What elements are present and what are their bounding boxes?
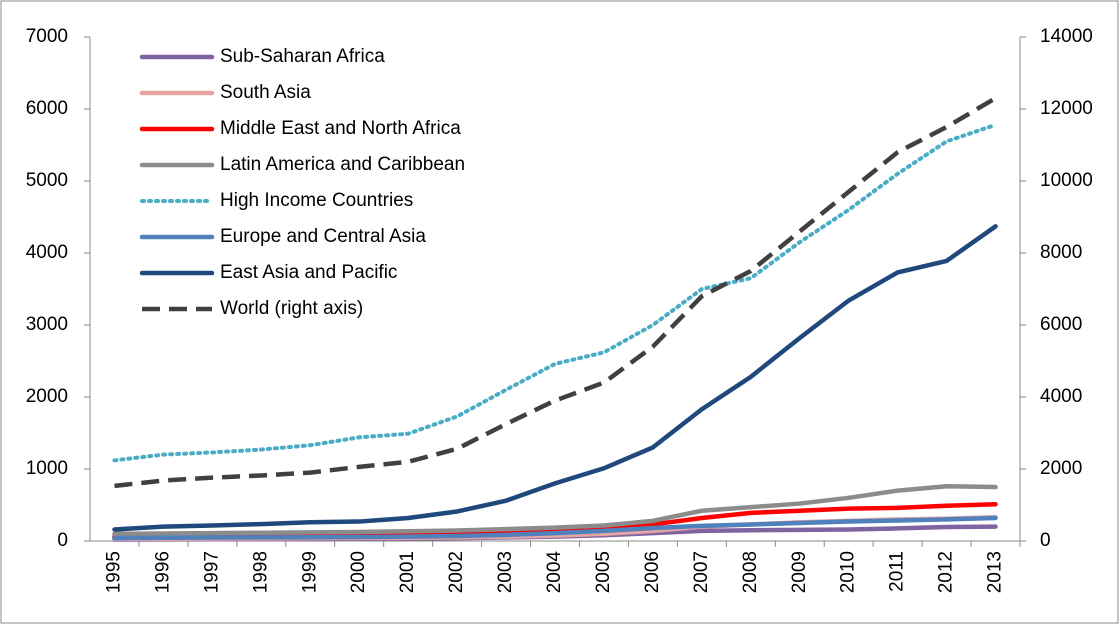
legend-label: Sub-Saharan Africa: [220, 46, 385, 67]
y2-tick-label: 0: [1040, 530, 1051, 551]
legend-label: Middle East and North Africa: [220, 118, 461, 139]
x-tick-label: 2011: [887, 551, 908, 592]
legend-label: High Income Countries: [220, 190, 413, 211]
series-line: [112, 484, 998, 537]
y2-tick-label: 8000: [1040, 242, 1082, 263]
y-tick-label: 7000: [26, 26, 68, 47]
y2-tick-label: 4000: [1040, 386, 1082, 407]
legend-label: Europe and Central Asia: [220, 226, 426, 247]
x-tick-label: 2007: [691, 551, 712, 593]
x-tick-label: 2013: [985, 551, 1006, 593]
y-tick-label: 3000: [26, 314, 68, 335]
x-tick-label: 1995: [103, 551, 124, 593]
x-tick-label: 1997: [201, 551, 222, 593]
y2-tick-label: 14000: [1040, 26, 1093, 47]
x-tick-label: 1996: [152, 551, 173, 593]
legend-label: World (right axis): [220, 298, 363, 319]
y-tick-label: 4000: [26, 242, 68, 263]
x-tick-label: 2002: [446, 551, 467, 593]
y-tick-label: 6000: [26, 98, 68, 119]
x-tick-label: 2001: [397, 551, 418, 593]
x-tick-label: 2009: [789, 551, 810, 593]
x-tick-label: 1998: [250, 551, 271, 593]
y-tick-label: 5000: [26, 170, 68, 191]
y2-tick-label: 12000: [1040, 98, 1093, 119]
y2-tick-label: 6000: [1040, 314, 1082, 335]
legend-label: East Asia and Pacific: [220, 262, 397, 283]
x-tick-label: 2004: [544, 551, 565, 594]
y2-tick-label: 10000: [1040, 170, 1093, 191]
y-tick-label: 1000: [26, 458, 68, 479]
series-line: [112, 122, 998, 463]
x-tick-label: 2008: [740, 551, 761, 593]
series-line: [112, 515, 998, 541]
x-tick-label: 1999: [299, 551, 320, 593]
x-tick-label: 2005: [593, 551, 614, 593]
x-tick-label: 2012: [936, 551, 957, 593]
series-line: [112, 224, 998, 532]
x-tick-label: 2003: [495, 551, 516, 593]
legend-label: South Asia: [220, 82, 311, 103]
x-tick-label: 2006: [642, 551, 663, 593]
y2-tick-label: 2000: [1040, 458, 1082, 479]
y-tick-label: 0: [57, 530, 68, 551]
series-line: [114, 96, 997, 489]
x-tick-label: 2010: [838, 551, 859, 593]
legend-label: Latin America and Caribbean: [220, 154, 465, 175]
y-tick-label: 2000: [26, 386, 68, 407]
x-tick-label: 2000: [348, 551, 369, 593]
